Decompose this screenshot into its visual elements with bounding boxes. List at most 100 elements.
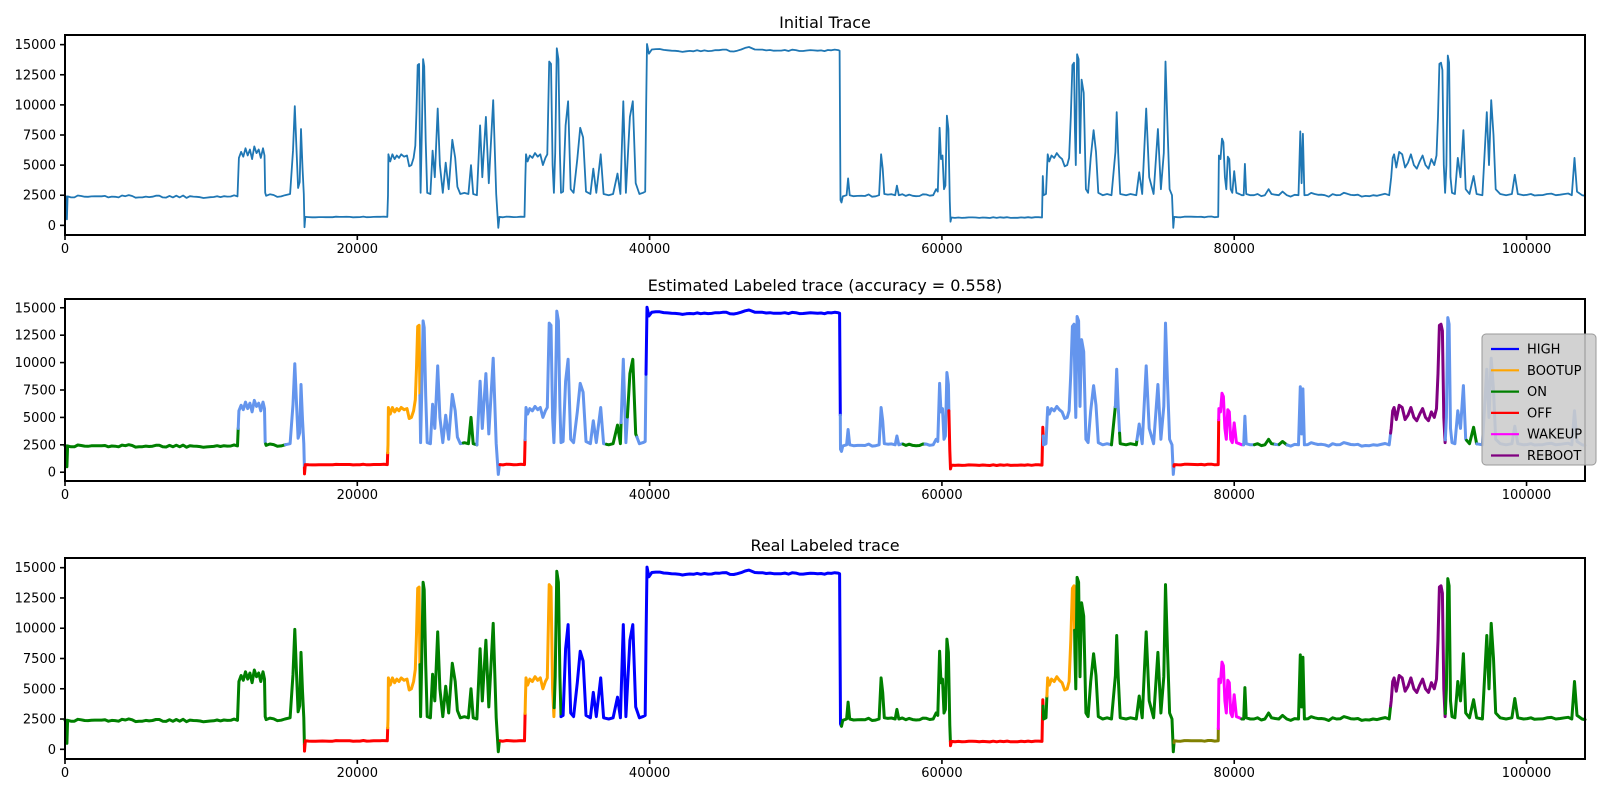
trace-real-segment-off bbox=[302, 726, 390, 753]
trace-estimated-segment-lightblue bbox=[1041, 315, 1113, 447]
trace-estimated-segment-on bbox=[1465, 425, 1479, 446]
trace-estimated-segment-lightblue bbox=[1241, 414, 1256, 447]
trace-estimated-segment-lightblue bbox=[236, 398, 268, 446]
x-tick-label: 80000 bbox=[1214, 242, 1255, 257]
trace-estimated-segment-lightblue bbox=[283, 362, 306, 470]
trace-estimated-segment-lightblue bbox=[619, 357, 629, 445]
trace-real-segment-on bbox=[839, 637, 952, 744]
trace-estimated-segment-lightblue bbox=[418, 319, 465, 446]
x-tick-label: 40000 bbox=[629, 766, 670, 781]
subplot-estimated: Estimated Labeled trace (accuracy = 0.55… bbox=[15, 276, 1597, 503]
trace-estimated-segment-on bbox=[1252, 437, 1277, 448]
y-tick-label: 15000 bbox=[15, 38, 56, 53]
trace-real-segment-bootup bbox=[1045, 584, 1077, 698]
subplot-title-real: Real Labeled trace bbox=[750, 536, 899, 555]
subplot-title-estimated: Estimated Labeled trace (accuracy = 0.55… bbox=[648, 276, 1003, 295]
x-tick-label: 20000 bbox=[337, 766, 378, 781]
trace-real-segment-bootup bbox=[386, 585, 422, 730]
subplot-title-initial: Initial Trace bbox=[779, 13, 871, 32]
y-tick-label: 10000 bbox=[15, 98, 56, 113]
axes-frame-initial bbox=[64, 34, 1586, 236]
trace-estimated-segment-on bbox=[605, 421, 623, 447]
trace-estimated-segment-lightblue bbox=[1443, 316, 1469, 446]
x-tick-label: 20000 bbox=[337, 242, 378, 257]
legend-label-high: HIGH bbox=[1527, 343, 1560, 358]
trace-estimated-segment-on bbox=[901, 442, 927, 448]
y-tick-label: 7500 bbox=[23, 384, 56, 399]
trace-estimated-segment-on bbox=[1118, 431, 1139, 447]
x-tick-label: 0 bbox=[61, 766, 69, 781]
x-tick-label: 80000 bbox=[1214, 488, 1255, 503]
trace-real-segment-on bbox=[63, 627, 306, 746]
y-tick-label: 10000 bbox=[15, 622, 56, 637]
y-tick-label: 10000 bbox=[15, 356, 56, 371]
x-tick-label: 40000 bbox=[629, 242, 670, 257]
legend-label-bootup: BOOTUP bbox=[1527, 364, 1582, 379]
y-tick-label: 5000 bbox=[23, 411, 56, 426]
trace-estimated-segment-bootup bbox=[386, 323, 422, 455]
trace-real-segment-on bbox=[418, 580, 502, 754]
y-tick-label: 12500 bbox=[15, 329, 56, 344]
y-tick-label: 7500 bbox=[23, 129, 56, 144]
trace-estimated-segment-lightblue bbox=[635, 372, 648, 446]
trace-real-segment-on bbox=[1240, 653, 1393, 722]
legend: HIGH BOOTUP ON OFF WAKEUP REBOOT bbox=[1481, 333, 1597, 466]
y-tick-label: 12500 bbox=[15, 591, 56, 606]
trace-group-estimated bbox=[63, 305, 1587, 476]
x-tick-label: 40000 bbox=[629, 488, 670, 503]
trace-estimated-segment-lightblue bbox=[523, 309, 608, 446]
trace-group-initial bbox=[64, 43, 1586, 229]
trace-real-segment-on bbox=[1443, 577, 1587, 722]
x-tick-label: 100000 bbox=[1502, 488, 1552, 503]
x-tick-label: 0 bbox=[61, 488, 69, 503]
x-tick-label: 60000 bbox=[921, 766, 962, 781]
trace-real-segment-on bbox=[1073, 575, 1176, 754]
trace-estimated-segment-off bbox=[498, 438, 527, 467]
y-tick-label: 5000 bbox=[23, 682, 56, 697]
y-tick-label: 15000 bbox=[15, 301, 56, 316]
trace-estimated-segment-off bbox=[302, 451, 390, 476]
trace-initial bbox=[64, 43, 1586, 229]
trace-estimated-segment-on bbox=[264, 442, 287, 448]
trace-estimated-segment-reboot bbox=[1389, 322, 1447, 445]
legend-label-on: ON bbox=[1527, 385, 1547, 400]
trace-real-segment-reboot bbox=[1389, 584, 1447, 719]
x-tick-label: 100000 bbox=[1502, 766, 1552, 781]
trace-estimated-segment-lightblue bbox=[1113, 367, 1122, 435]
trace-real-segment-wakeup bbox=[1216, 660, 1244, 730]
y-tick-label: 15000 bbox=[15, 561, 56, 576]
y-tick-label: 7500 bbox=[23, 652, 56, 667]
x-tick-label: 60000 bbox=[921, 488, 962, 503]
trace-estimated-segment-off bbox=[947, 409, 1045, 471]
legend-label-reboot: REBOOT bbox=[1527, 449, 1581, 464]
trace-estimated-segment-high bbox=[644, 305, 842, 417]
trace-real-segment-on bbox=[552, 569, 563, 719]
y-tick-label: 2500 bbox=[23, 189, 56, 204]
x-tick-label: 100000 bbox=[1502, 242, 1552, 257]
trace-estimated-segment-wakeup bbox=[1217, 391, 1245, 447]
y-tick-label: 0 bbox=[48, 743, 56, 758]
y-tick-label: 2500 bbox=[23, 438, 56, 453]
y-tick-label: 0 bbox=[48, 219, 56, 234]
legend-label-wakeup: WAKEUP bbox=[1527, 428, 1582, 443]
trace-estimated-segment-lightblue bbox=[475, 356, 502, 476]
x-tick-label: 60000 bbox=[921, 242, 962, 257]
trace-estimated-segment-lightblue bbox=[1135, 321, 1176, 476]
subplot-initial: Initial Trace 0 20000 40000 60000 80000 100000… bbox=[15, 13, 1586, 257]
trace-estimated-segment-on bbox=[625, 357, 639, 439]
x-tick-label: 80000 bbox=[1214, 766, 1255, 781]
trace-real-segment-on bbox=[1041, 694, 1049, 721]
trace-estimated-segment-on bbox=[461, 415, 479, 447]
trace-real-segment-bootup bbox=[523, 583, 556, 719]
y-tick-label: 12500 bbox=[15, 68, 56, 83]
trace-real-segment-off bbox=[948, 698, 1045, 748]
trace-real-segment-olive bbox=[1172, 727, 1220, 745]
trace-real-segment-off bbox=[498, 711, 527, 743]
y-tick-label: 2500 bbox=[23, 713, 56, 728]
trace-estimated-segment-lightblue bbox=[923, 371, 951, 447]
trace-estimated-segment-on bbox=[1110, 405, 1117, 447]
subplot-real: Real Labeled trace 0 20000 40000 60000 80000 1… bbox=[15, 536, 1587, 781]
trace-estimated-segment-lightblue bbox=[838, 406, 905, 453]
